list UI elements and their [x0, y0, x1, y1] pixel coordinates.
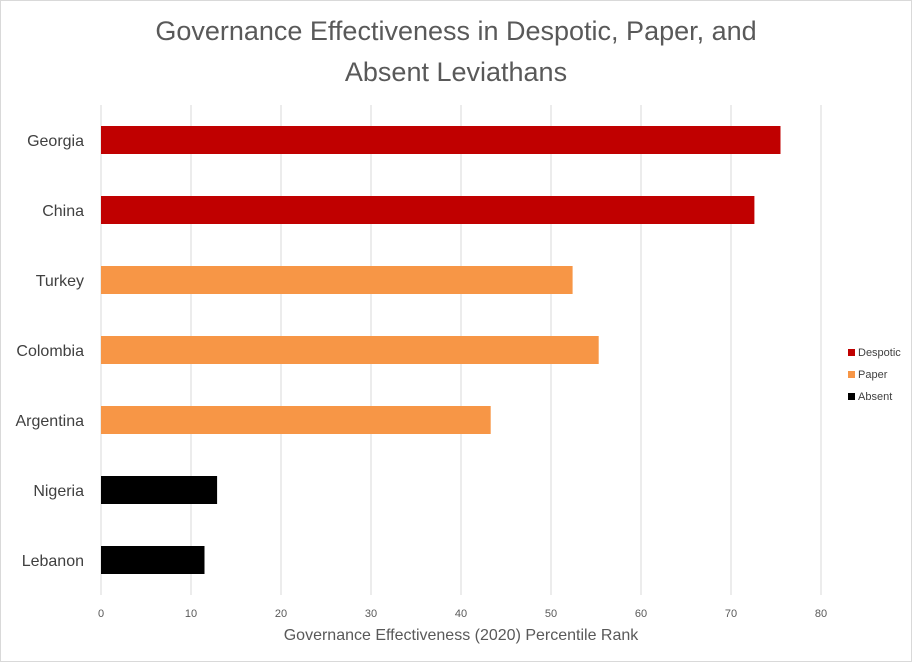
x-tick-label: 10: [185, 608, 197, 620]
x-tick-label: 80: [815, 608, 827, 620]
bar-lebanon: [101, 546, 205, 574]
x-tick-label: 40: [455, 608, 467, 620]
x-tick-label: 0: [98, 608, 104, 620]
legend-label-despotic: Despotic: [858, 347, 901, 359]
legend-swatch-paper: [848, 371, 855, 378]
category-label: Nigeria: [33, 483, 84, 500]
x-tick-label: 50: [545, 608, 557, 620]
legend-swatch-despotic: [848, 349, 855, 356]
legend-label-paper: Paper: [858, 369, 888, 381]
chart-title-line-2: Absent Leviathans: [345, 57, 567, 87]
category-label: Turkey: [36, 273, 84, 290]
category-labels: Georgia China Turkey Colombia Argentina Niger…: [16, 133, 85, 570]
category-label: Colombia: [16, 343, 84, 360]
x-tick-label: 60: [635, 608, 647, 620]
x-tick-label: 70: [725, 608, 737, 620]
x-tick-label: 30: [365, 608, 377, 620]
category-label: Lebanon: [22, 553, 84, 570]
category-label: Georgia: [27, 133, 84, 150]
legend-label-absent: Absent: [858, 391, 892, 403]
bars: [101, 126, 781, 574]
legend: Despotic Paper Absent: [848, 347, 901, 403]
bar-colombia: [101, 336, 599, 364]
x-tick-labels: 0 10 20 30 40 50 60 70 80: [98, 608, 827, 620]
bar-argentina: [101, 406, 491, 434]
bar-georgia: [101, 126, 781, 154]
x-tick-label: 20: [275, 608, 287, 620]
bar-turkey: [101, 266, 573, 294]
bar-nigeria: [101, 476, 218, 504]
bar-china: [101, 196, 755, 224]
legend-swatch-absent: [848, 393, 855, 400]
category-label: China: [42, 203, 84, 220]
x-axis-title: Governance Effectiveness (2020) Percenti…: [284, 627, 640, 644]
category-label: Argentina: [16, 413, 85, 430]
chart-title-line-1: Governance Effectiveness in Despotic, Pa…: [155, 16, 756, 46]
